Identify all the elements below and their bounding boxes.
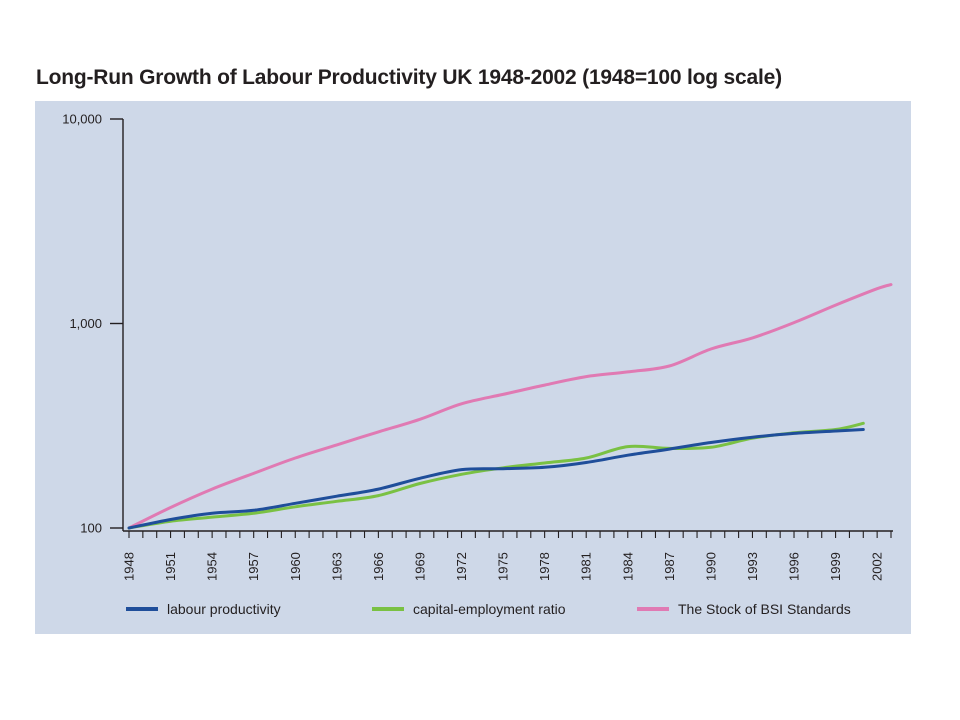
x-tick-label: 1951	[163, 552, 178, 581]
legend: labour productivity capital-employment ra…	[126, 601, 851, 617]
y-tick-label: 100	[80, 521, 102, 536]
series-line-labour-productivity	[127, 428, 865, 530]
x-tick-label: 1948	[122, 552, 137, 581]
x-tick-label: 1981	[579, 552, 594, 581]
x-tick-label: 1960	[288, 552, 303, 581]
x-tick-label: 1990	[703, 552, 718, 581]
series-line-the-stock-of-bsi-standards	[127, 283, 893, 530]
x-tick-label: 1969	[412, 552, 427, 581]
x-tick-label: 1957	[246, 552, 261, 581]
x-tick-label: 1975	[496, 552, 511, 581]
x-tick-label: 1987	[662, 552, 677, 581]
x-tick-label: 1999	[828, 552, 843, 581]
x-tick-label: 1963	[329, 552, 344, 581]
x-tick-label: 1954	[205, 552, 220, 581]
legend-label: capital-employment ratio	[413, 601, 566, 617]
chart-panel	[35, 101, 911, 634]
chart-title: Long-Run Growth of Labour Productivity U…	[36, 66, 782, 89]
x-tick-label: 1978	[537, 552, 552, 581]
series-group	[127, 283, 893, 530]
x-tick-label: 1972	[454, 552, 469, 581]
x-tick-label: 1996	[787, 552, 802, 581]
legend-label: The Stock of BSI Standards	[678, 601, 851, 617]
x-tick-label: 1984	[620, 552, 635, 581]
axes: 100 1,000 10,000 1948 1951 1954 1957 1960 1963 19…	[62, 112, 893, 581]
legend-label: labour productivity	[167, 601, 281, 617]
y-tick-label: 1,000	[69, 316, 102, 331]
y-tick-label: 10,000	[62, 112, 102, 127]
x-tick-label: 1966	[371, 552, 386, 581]
x-tick-label: 2002	[870, 552, 885, 581]
x-tick-label: 1993	[745, 552, 760, 581]
